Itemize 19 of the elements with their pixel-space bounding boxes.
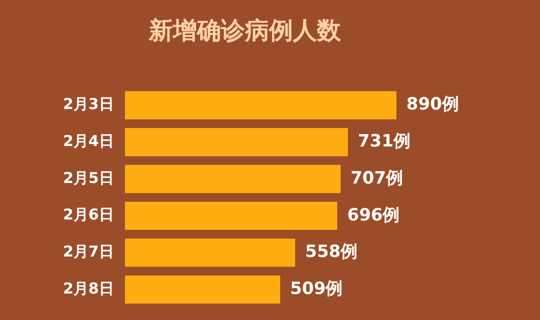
y-tick-label: 2月8日: [63, 279, 114, 298]
data-label: 509例: [290, 278, 343, 299]
bar: [124, 275, 280, 304]
y-tick-label: 2月6日: [63, 206, 114, 224]
data-label: 558例: [305, 242, 358, 262]
bar: [124, 128, 348, 156]
y-tick-label: 2月3日: [63, 95, 114, 114]
bar: [124, 238, 296, 267]
bar: [124, 91, 396, 120]
bar: [124, 164, 341, 194]
y-tick-label: 2月5日: [63, 168, 114, 187]
bar: [124, 202, 338, 230]
data-label: 707例: [350, 168, 404, 188]
data-label: 890例: [406, 94, 459, 115]
chart-title: 新增确诊病例人数: [148, 16, 342, 45]
y-tick-label: 2月4日: [63, 132, 114, 150]
data-label: 731例: [358, 132, 410, 152]
y-tick-label: 2月7日: [63, 242, 114, 261]
data-label: 696例: [347, 205, 400, 226]
